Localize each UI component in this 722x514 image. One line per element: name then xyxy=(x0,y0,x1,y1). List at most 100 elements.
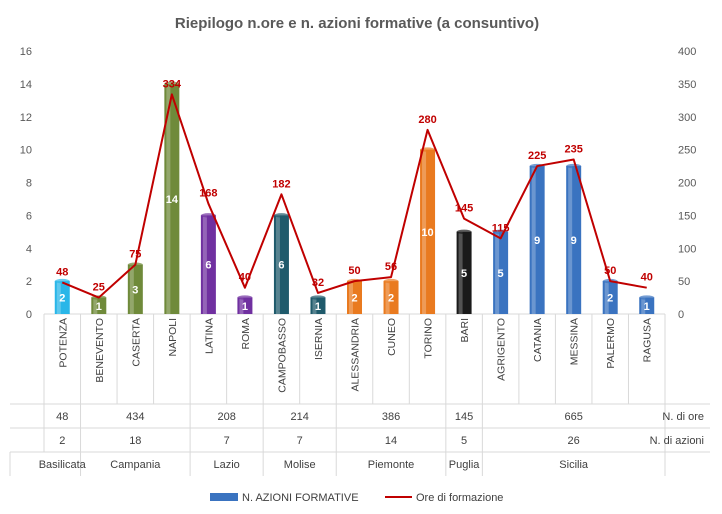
line-value-label: 40 xyxy=(641,272,653,284)
line-value-label: 145 xyxy=(455,203,473,215)
bar-highlight xyxy=(239,297,244,314)
bar-value-label: 9 xyxy=(534,235,540,247)
region-ore-value: 434 xyxy=(126,411,144,423)
bar-cap xyxy=(566,163,582,169)
category-label: CUNEO xyxy=(386,318,398,356)
bar xyxy=(602,281,618,314)
bar-value-label: 6 xyxy=(205,260,211,272)
bar-highlight xyxy=(385,281,390,314)
region-ore-value: 665 xyxy=(564,411,582,423)
category-label: LATINA xyxy=(203,318,215,354)
bar-cap xyxy=(639,295,655,300)
bar xyxy=(639,297,655,314)
y-left-tick-label: 2 xyxy=(26,276,32,288)
y-right-tick-label: 150 xyxy=(678,210,696,222)
line-value-label: 280 xyxy=(418,114,436,126)
category-label: ROMA xyxy=(240,318,252,350)
region-ore-value: 48 xyxy=(56,411,68,423)
y-left-tick-label: 6 xyxy=(26,210,32,222)
bar xyxy=(456,231,472,314)
bar-highlight xyxy=(495,231,500,314)
y-right-tick-label: 300 xyxy=(678,112,696,124)
category-label: ISERNIA xyxy=(313,318,325,360)
region-azioni-value: 2 xyxy=(59,435,65,447)
bar-value-label: 1 xyxy=(96,301,102,313)
category-label: ALESSANDRIA xyxy=(350,318,362,392)
bar xyxy=(91,297,107,314)
line-value-label: 182 xyxy=(272,178,290,190)
bar-highlight xyxy=(129,264,134,314)
line-value-label: 56 xyxy=(385,261,397,273)
region-name: Sicilia xyxy=(559,459,589,471)
bar-highlight xyxy=(458,231,463,314)
bar-value-label: 2 xyxy=(607,293,613,305)
bar xyxy=(200,215,216,314)
region-name: Basilicata xyxy=(39,459,87,471)
bar xyxy=(383,281,399,314)
category-labels: POTENZA BENEVENTO CASERTA NAPOLI LATINA ROMA C… xyxy=(43,314,666,404)
region-name: Molise xyxy=(284,459,316,471)
line-value-label: 225 xyxy=(528,150,546,162)
y-right-tick-label: 400 xyxy=(678,46,696,58)
bar-value-label: 2 xyxy=(388,293,394,305)
chart-title: Riepilogo n.ore e n. azioni formative (a… xyxy=(175,15,539,32)
bar-highlight xyxy=(604,281,609,314)
region-name: Lazio xyxy=(213,459,239,471)
y-right-tick-label: 50 xyxy=(678,276,690,288)
legend-bar-label: N. AZIONI FORMATIVE xyxy=(242,492,359,504)
y-right-tick-label: 100 xyxy=(678,243,696,255)
line-value-label: 115 xyxy=(492,222,510,234)
region-name: Campania xyxy=(110,459,161,471)
y-left-tick-label: 16 xyxy=(20,46,32,58)
row-label-azioni: N. di azioni xyxy=(650,435,704,447)
bar-value-label: 1 xyxy=(644,301,650,313)
line-value-label: 48 xyxy=(56,266,68,278)
category-label: AGRIGENTO xyxy=(496,318,508,381)
region-azioni-value: 5 xyxy=(461,435,467,447)
line-value-label: 168 xyxy=(199,188,217,200)
category-label: PALERMO xyxy=(605,318,617,369)
region-azioni-value: 7 xyxy=(224,435,230,447)
bar-highlight xyxy=(531,166,536,314)
region-azioni-value: 14 xyxy=(385,435,397,447)
region-ore-value: 386 xyxy=(382,411,400,423)
y-left-tick-label: 8 xyxy=(26,178,32,190)
bar-cap xyxy=(54,278,70,284)
y-right-tick-label: 250 xyxy=(678,145,696,157)
bar-highlight xyxy=(349,281,353,314)
bar xyxy=(237,297,253,314)
category-label: CAMPOBASSO xyxy=(276,318,288,393)
category-label: TORINO xyxy=(423,318,435,359)
category-label: RAGUSA xyxy=(642,318,654,362)
line-value-label: 75 xyxy=(129,249,141,261)
bar-highlight xyxy=(166,83,171,314)
row-label-ore: N. di ore xyxy=(662,411,704,423)
bar xyxy=(127,264,143,314)
line-value-label: 40 xyxy=(239,272,251,284)
bar-value-label: 1 xyxy=(315,301,321,313)
y-left-tick-label: 4 xyxy=(26,243,32,255)
region-azioni-value: 7 xyxy=(297,435,303,447)
bar xyxy=(420,149,436,314)
bar-value-label: 3 xyxy=(132,284,138,296)
bar-value-label: 2 xyxy=(59,293,65,305)
line-value-label: 235 xyxy=(564,143,582,155)
y-right-tick-label: 0 xyxy=(678,309,684,321)
line-value-label: 32 xyxy=(312,277,324,289)
y-left-tick-label: 14 xyxy=(20,79,32,91)
bar xyxy=(310,297,326,314)
legend-bar-swatch xyxy=(210,493,238,501)
region-name: Puglia xyxy=(449,459,480,471)
bar xyxy=(54,281,70,314)
bar-value-label: 2 xyxy=(351,293,357,305)
line-value-label: 25 xyxy=(93,282,105,294)
category-label: MESSINA xyxy=(569,318,581,365)
bar-value-label: 9 xyxy=(571,235,577,247)
bar xyxy=(273,215,289,314)
bar-cap xyxy=(164,81,180,87)
bar-value-label: 5 xyxy=(498,268,504,280)
bar xyxy=(164,83,180,314)
bar-cap xyxy=(310,295,326,300)
